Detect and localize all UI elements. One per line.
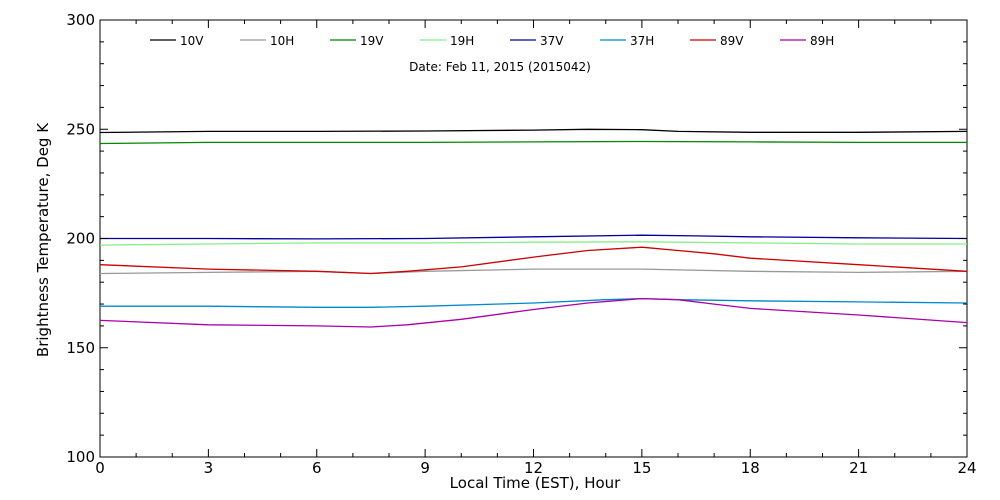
x-tick-label: 3 xyxy=(204,459,214,477)
legend-label-37h: 37H xyxy=(630,34,654,48)
ticks-layer: 0 3 6 9 12 15 18 21 24 100 150 200 250 300 xyxy=(66,11,976,477)
series-line-10h xyxy=(99,268,968,275)
y-tick-label: 200 xyxy=(66,230,95,248)
legend-label-10v: 10V xyxy=(180,34,204,48)
legend-label-37v: 37V xyxy=(540,34,564,48)
legend-label-89v: 89V xyxy=(720,34,744,48)
x-tick-label: 21 xyxy=(849,459,868,477)
legend-label-89h: 89H xyxy=(810,34,834,48)
y-axis-title: Brightness Temperature, Deg K xyxy=(34,122,52,357)
x-tick-label: 15 xyxy=(632,459,651,477)
x-tick-label: 0 xyxy=(95,459,105,477)
series-line-19v xyxy=(99,140,967,145)
x-tick-label: 9 xyxy=(420,459,430,477)
series-line-37v xyxy=(100,234,968,240)
y-tick-label: 100 xyxy=(66,448,95,466)
series-layer xyxy=(99,128,968,328)
y-tick-label: 300 xyxy=(66,11,95,29)
date-annotation: Date: Feb 11, 2015 (2015042) xyxy=(409,60,591,74)
x-tick-label: 18 xyxy=(741,459,760,477)
x-tick-label: 6 xyxy=(312,459,322,477)
x-axis-title: Local Time (EST), Hour xyxy=(450,474,621,492)
legend-label-19h: 19H xyxy=(450,34,474,48)
y-tick-label: 150 xyxy=(66,339,95,357)
series-line-37h xyxy=(100,297,968,308)
series-line-19h xyxy=(99,241,967,246)
series-line-10v xyxy=(99,128,968,134)
x-tick-label: 24 xyxy=(957,459,976,477)
x-tick-label: 12 xyxy=(524,459,543,477)
y-tick-label: 250 xyxy=(66,120,95,138)
legend: 10V 10H 19V 19H 37V 37H 89V 89H xyxy=(150,34,834,48)
series-line-89v xyxy=(99,246,968,275)
legend-label-10h: 10H xyxy=(270,34,294,48)
series-line-89h xyxy=(99,297,968,328)
legend-label-19v: 19V xyxy=(360,34,384,48)
